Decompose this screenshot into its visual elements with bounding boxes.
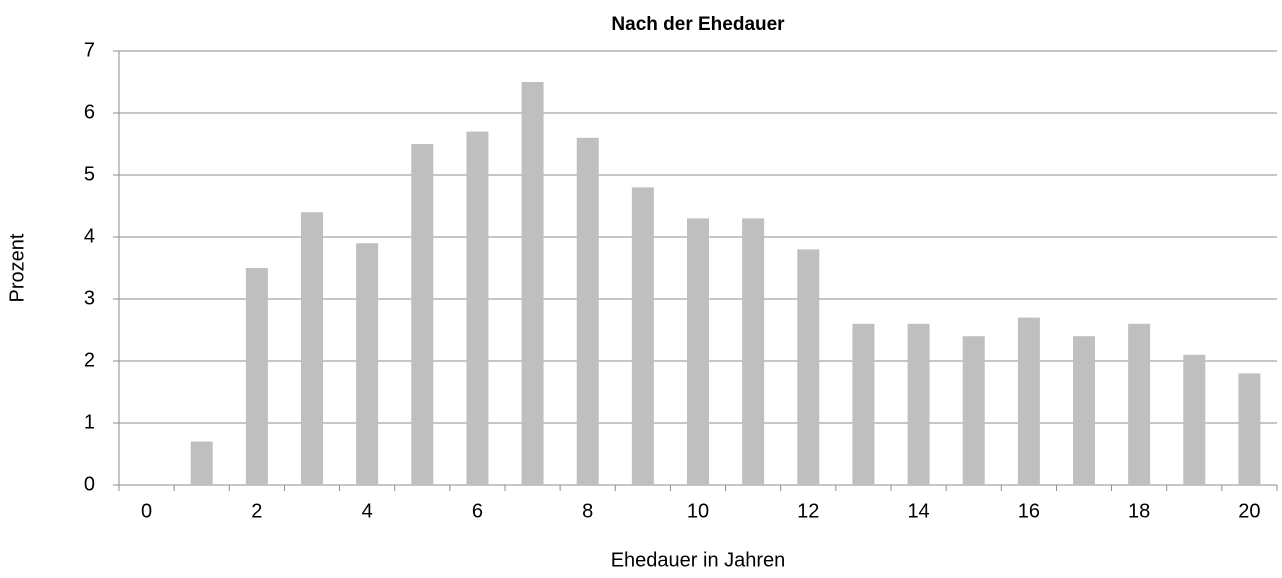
x-tick-label: 12 <box>797 500 819 522</box>
bar <box>962 336 985 485</box>
y-axis-title: Prozent <box>6 233 28 302</box>
y-tick-label: 1 <box>84 411 95 433</box>
y-tick-label: 3 <box>84 287 95 309</box>
chart-title: Nach der Ehedauer <box>611 14 785 35</box>
bar <box>1238 373 1261 485</box>
bar <box>245 268 268 485</box>
bar <box>411 144 434 485</box>
y-tick-label: 4 <box>84 225 95 247</box>
y-tick-label: 7 <box>84 39 95 61</box>
y-tick-label: 2 <box>84 349 95 371</box>
bar <box>190 441 213 485</box>
bar <box>521 82 544 485</box>
x-tick-label: 10 <box>687 500 709 522</box>
bar <box>576 137 599 486</box>
y-tick-label: 6 <box>84 101 95 123</box>
y-tick-label: 5 <box>84 163 95 185</box>
bar <box>1128 323 1151 485</box>
x-tick-label: 20 <box>1238 500 1260 522</box>
x-axis-title: Ehedauer in Jahren <box>611 549 786 571</box>
x-tick-label: 0 <box>141 500 152 522</box>
x-tick-label: 2 <box>251 500 262 522</box>
bar <box>742 218 765 485</box>
y-tick-label: 0 <box>84 473 95 495</box>
bar <box>631 187 654 485</box>
bar <box>797 249 820 485</box>
bar <box>1183 354 1206 485</box>
bar <box>1017 317 1040 485</box>
x-tick-label: 16 <box>1018 500 1040 522</box>
bar <box>907 323 930 485</box>
x-tick-label: 4 <box>362 500 373 522</box>
x-tick-label: 6 <box>472 500 483 522</box>
bar <box>687 218 709 485</box>
x-tick-label: 18 <box>1128 500 1150 522</box>
bar <box>1073 336 1095 485</box>
bar <box>356 243 379 485</box>
bar <box>852 323 875 485</box>
x-tick-label: 8 <box>582 500 593 522</box>
bar <box>466 131 489 485</box>
x-tick-label: 14 <box>907 500 929 522</box>
bar <box>301 212 323 485</box>
